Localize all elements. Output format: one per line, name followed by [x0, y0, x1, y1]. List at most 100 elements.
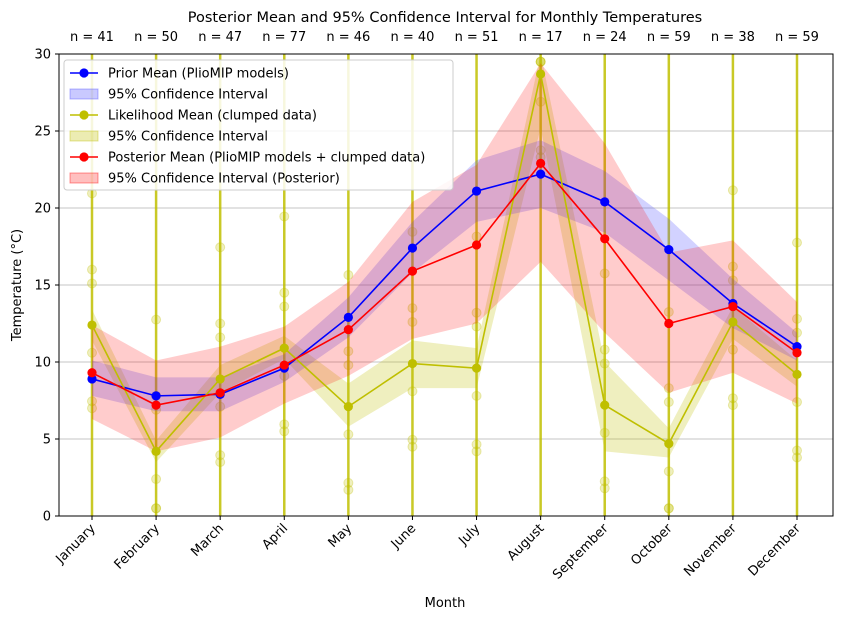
data-point	[343, 402, 353, 412]
data-point	[471, 186, 482, 196]
observation-point	[87, 278, 97, 289]
data-point	[87, 368, 97, 378]
observation-point	[792, 237, 802, 248]
observation-point	[407, 316, 418, 327]
sample-count-label: n = 59	[647, 30, 691, 45]
legend-patch-swatch	[69, 130, 99, 142]
observation-point	[87, 264, 97, 275]
observation-point	[343, 429, 354, 440]
y-axis-label: Temperature (°C)	[10, 229, 25, 342]
observation-point	[215, 401, 226, 412]
observation-point	[87, 396, 97, 407]
observation-point	[407, 441, 418, 452]
data-point	[151, 446, 161, 456]
observation-point	[663, 503, 674, 514]
observation-point	[535, 145, 546, 156]
observation-point	[215, 450, 226, 461]
observation-point	[343, 360, 354, 371]
observation-point	[535, 56, 546, 67]
observation-point	[151, 503, 162, 514]
y-tick-label: 30	[34, 48, 51, 63]
data-point	[536, 69, 546, 79]
observation-point	[535, 56, 546, 67]
observation-point	[343, 346, 354, 357]
data-point	[343, 325, 353, 335]
observation-point	[215, 457, 226, 468]
x-axis-label: Month	[425, 596, 466, 611]
legend-frame	[63, 59, 454, 191]
observation-point	[727, 261, 738, 272]
data-point	[407, 358, 418, 369]
observation-point	[471, 446, 482, 457]
data-point	[664, 439, 674, 449]
sample-count-label: n = 46	[326, 30, 370, 45]
observation-point	[599, 358, 610, 369]
observation-point	[471, 439, 482, 450]
sample-count-label: n = 77	[262, 30, 306, 45]
sample-count-labels: n = 41 n = 50 n = 47 n = 77 n = 46 n = 40 n = …	[70, 30, 819, 45]
observation-point	[663, 397, 674, 408]
data-point	[600, 400, 610, 410]
observation-point	[599, 483, 610, 494]
y-tick-label: 10	[34, 356, 51, 371]
series-line-1	[91, 73, 798, 453]
y-tick-label: 25	[34, 125, 51, 140]
observation-point	[727, 185, 738, 196]
data-point	[471, 363, 482, 373]
data-point	[792, 348, 802, 358]
legend-patch-swatch	[69, 172, 99, 184]
observation-point	[215, 332, 226, 343]
observation-point	[792, 452, 802, 463]
observation-point	[151, 503, 162, 514]
observation-point	[343, 484, 354, 495]
observation-point	[407, 434, 418, 445]
data-point	[664, 244, 674, 255]
observation-point	[792, 313, 802, 324]
data-point	[664, 318, 674, 329]
ci-band-1	[92, 54, 797, 463]
chart-title: Posterior Mean and 95% Confidence Interv…	[188, 10, 702, 26]
sample-count-label: n = 17	[519, 30, 563, 45]
legend-marker	[79, 110, 89, 120]
observation-point	[215, 318, 226, 329]
observation-point	[87, 347, 97, 358]
sample-count-label: n = 40	[390, 30, 434, 45]
observation-point	[727, 344, 738, 355]
legend-label: Prior Mean (PlioMIP models)	[108, 67, 289, 82]
data-point	[792, 369, 802, 379]
observation-point	[471, 321, 482, 332]
data-point	[407, 266, 418, 276]
observation-point	[535, 56, 546, 67]
observation-point	[599, 344, 610, 355]
sample-count-label: n = 38	[711, 30, 755, 45]
data-point	[215, 374, 225, 384]
data-point	[600, 234, 610, 244]
legend-marker	[79, 68, 89, 78]
series-line-2	[91, 162, 798, 406]
grid-lines	[59, 130, 833, 440]
observation-point	[727, 275, 738, 286]
observation-point	[343, 477, 354, 488]
ci-band-0	[92, 140, 797, 412]
y-axis: 0 5 10 15 20 25 30	[34, 48, 59, 525]
sample-count-label: n = 51	[455, 30, 499, 45]
observation-point	[343, 269, 354, 280]
observation-point	[407, 226, 418, 237]
data-point	[151, 391, 161, 401]
observation-point	[471, 390, 482, 401]
observation-point	[279, 419, 290, 430]
series-lines	[87, 69, 802, 456]
observation-point	[663, 383, 674, 394]
observation-point	[727, 400, 738, 411]
observation-point	[535, 96, 546, 107]
legend-label: 95% Confidence Interval	[108, 130, 268, 145]
data-point	[279, 360, 289, 370]
observation-point	[599, 427, 610, 438]
data-point	[471, 240, 482, 250]
observation-point	[279, 301, 290, 312]
legend-label: Likelihood Mean (clumped data)	[108, 109, 317, 124]
data-point	[343, 312, 353, 322]
observation-point	[151, 474, 162, 485]
observation-point	[599, 268, 610, 279]
